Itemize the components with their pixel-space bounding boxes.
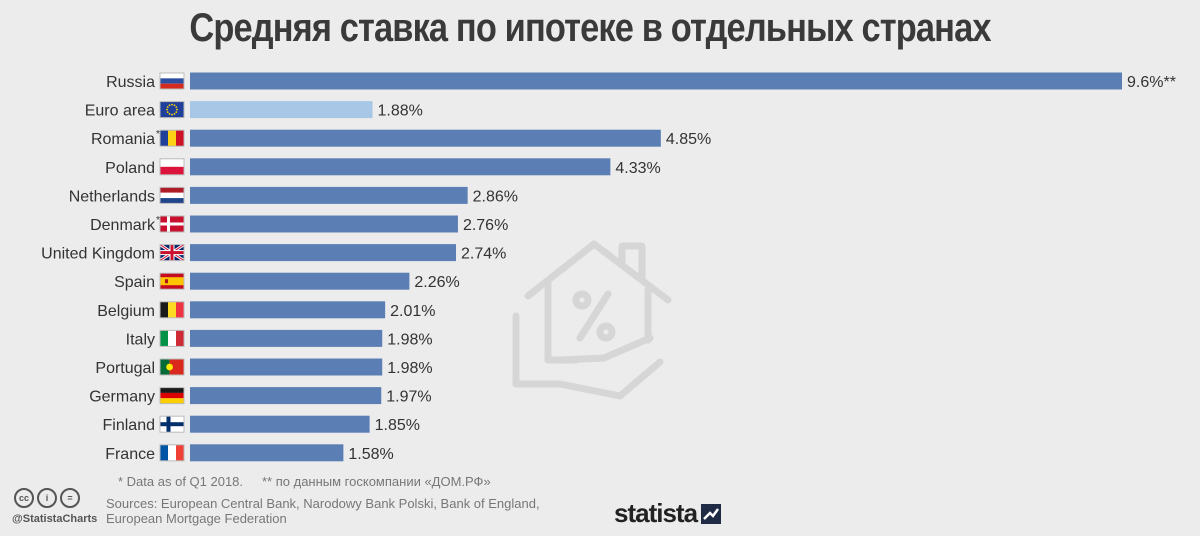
- row-belgium: Belgium 2.01%: [97, 301, 436, 320]
- finland-flag-icon: [159, 415, 185, 433]
- bar: [190, 129, 661, 147]
- value-label: 9.6%**: [1127, 74, 1176, 91]
- cc-icon: cc: [14, 488, 34, 508]
- value-label: 2.76%: [463, 217, 508, 234]
- row-united-kingdom: United Kingdom 2.74%: [41, 243, 506, 263]
- bar: [190, 387, 382, 405]
- category-footnote-mark: *: [156, 129, 160, 140]
- bar: [190, 215, 458, 233]
- value-label: 2.26%: [414, 274, 459, 291]
- category-label: Germany: [89, 389, 155, 406]
- bar: [190, 186, 468, 204]
- category-label: Romania: [91, 131, 155, 148]
- statista-wordmark: statista: [614, 498, 698, 528]
- value-label: 1.98%: [387, 360, 432, 377]
- bar: [190, 72, 1122, 90]
- row-italy: Italy 1.98%: [126, 329, 433, 348]
- bar: [190, 158, 611, 176]
- bar: [190, 444, 344, 462]
- value-label: 2.74%: [461, 246, 506, 263]
- house-percent-watermark: [512, 240, 672, 400]
- netherlands-flag-icon: [159, 186, 185, 204]
- portugal-flag-icon: [159, 358, 185, 376]
- denmark-flag-icon: [159, 215, 185, 233]
- category-label: France: [105, 446, 155, 463]
- germany-flag-icon: [159, 387, 185, 405]
- value-label: 1.88%: [378, 103, 423, 120]
- bar-chart: Russia 9.6%**Euro area 1.88%Romania * 4.85%P…: [41, 72, 1176, 463]
- category-label: Belgium: [97, 303, 155, 320]
- spain-flag-icon: [159, 272, 185, 290]
- twitter-handle: @StatistaCharts: [12, 513, 98, 525]
- row-germany: Germany 1.97%: [89, 387, 432, 406]
- france-flag-icon: [159, 444, 185, 462]
- category-label: Finland: [103, 417, 155, 434]
- value-label: 2.86%: [473, 188, 518, 205]
- eu-flag-icon: [159, 101, 185, 119]
- russia-flag-icon: [159, 72, 185, 90]
- romania-flag-icon: [159, 129, 185, 147]
- row-euro-area: Euro area 1.88%: [85, 101, 423, 120]
- poland-flag-icon: [159, 158, 185, 176]
- category-label: Poland: [105, 160, 155, 177]
- value-label: 1.97%: [386, 389, 431, 406]
- value-label: 1.85%: [375, 417, 420, 434]
- bar: [190, 358, 383, 376]
- value-label: 1.58%: [348, 446, 393, 463]
- chart-title: Средняя ставка по ипотеке в отдельных ст…: [189, 6, 991, 50]
- by-icon: i: [37, 488, 57, 508]
- statista-logo: statista: [614, 498, 722, 529]
- category-label: Denmark: [90, 217, 156, 234]
- footnote-data-date: * Data as of Q1 2018.: [118, 474, 244, 489]
- bar: [190, 415, 370, 433]
- statista-mark-icon: [701, 503, 722, 524]
- footnote-source-russia: ** по данным госкомпании «ДОМ.РФ»: [262, 474, 491, 489]
- belgium-flag-icon: [159, 301, 185, 319]
- uk-flag-icon: [159, 243, 185, 262]
- row-denmark: Denmark * 2.76%: [90, 215, 508, 234]
- value-label: 1.98%: [387, 331, 432, 348]
- row-finland: Finland 1.85%: [103, 415, 420, 434]
- category-label: Portugal: [95, 360, 155, 377]
- row-poland: Poland 4.33%: [105, 158, 661, 177]
- category-label: Italy: [126, 331, 155, 348]
- row-spain: Spain 2.26%: [114, 272, 460, 291]
- category-label: United Kingdom: [41, 246, 155, 263]
- sources-text: Sources: European Central Bank, Narodowy…: [106, 496, 540, 526]
- row-netherlands: Netherlands 2.86%: [69, 186, 518, 205]
- license-icons: cc i =: [14, 488, 80, 508]
- category-label: Russia: [106, 74, 155, 91]
- row-portugal: Portugal 1.98%: [95, 358, 433, 377]
- value-label: 4.85%: [666, 131, 711, 148]
- row-romania: Romania * 4.85%: [91, 129, 711, 148]
- italy-flag-icon: [159, 329, 185, 347]
- row-france: France 1.58%: [105, 444, 394, 463]
- bar: [190, 301, 386, 319]
- value-label: 4.33%: [615, 160, 660, 177]
- category-footnote-mark: *: [156, 215, 160, 226]
- category-label: Netherlands: [69, 188, 155, 205]
- value-label: 2.01%: [390, 303, 435, 320]
- row-russia: Russia 9.6%**: [106, 72, 1176, 91]
- category-label: Euro area: [85, 103, 155, 120]
- bar: [190, 101, 373, 119]
- category-label: Spain: [114, 274, 155, 291]
- bar: [190, 272, 410, 290]
- bar: [190, 244, 457, 262]
- bar: [190, 329, 383, 347]
- nd-icon: =: [60, 488, 80, 508]
